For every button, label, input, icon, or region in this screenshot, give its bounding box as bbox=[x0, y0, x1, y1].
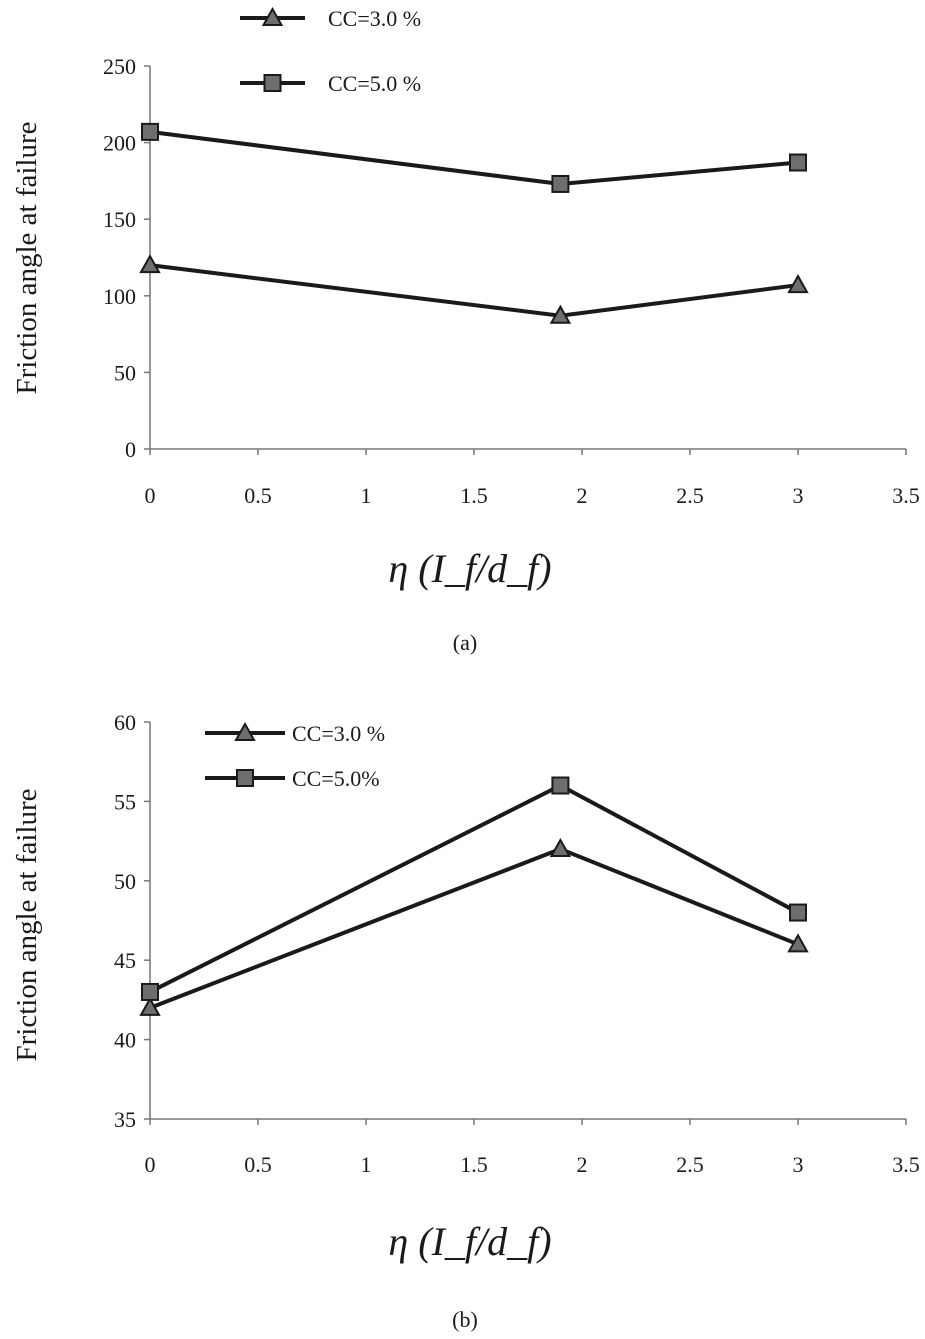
legend-item: CC=5.0% bbox=[205, 766, 380, 791]
data-point bbox=[549, 838, 572, 858]
x-tick-label: 3 bbox=[793, 483, 804, 508]
chart-b: 35 40 45 50 55 60 0 0.5 1 1.5 2 2.5 3 3.5 Friction ang… bbox=[11, 710, 920, 1332]
legend-marker bbox=[261, 6, 284, 26]
series-line bbox=[149, 263, 799, 318]
y-tick-label: 50 bbox=[114, 869, 136, 894]
legend-label: CC=5.0% bbox=[292, 766, 380, 791]
y-tick-label: 250 bbox=[103, 54, 136, 79]
x-tick-label: 1 bbox=[361, 483, 372, 508]
x-tick-label: 3.5 bbox=[892, 483, 920, 508]
chart-a: 0 50 100 150 200 250 0 0.5 1 1.5 2 2.5 3 3.5 Friction … bbox=[11, 6, 920, 655]
x-axis-title: η (I_f/d_f) bbox=[388, 546, 551, 591]
y-tick-label: 35 bbox=[114, 1107, 136, 1132]
figure-caption: (a) bbox=[453, 630, 477, 655]
x-tick-label: 0.5 bbox=[244, 483, 272, 508]
y-tick-label: 100 bbox=[103, 284, 136, 309]
figure-caption: (b) bbox=[452, 1307, 478, 1332]
series-cc-5 bbox=[141, 776, 807, 1001]
y-tick-label: 45 bbox=[114, 948, 136, 973]
y-axis-title: Friction angle at failure bbox=[11, 789, 43, 1062]
legend-marker bbox=[236, 769, 254, 787]
x-tick-label: 3 bbox=[793, 1152, 804, 1177]
data-point bbox=[787, 274, 809, 294]
x-tick-label: 1 bbox=[361, 1152, 372, 1177]
data-point bbox=[787, 933, 809, 953]
y-tick-label: 50 bbox=[114, 360, 136, 385]
data-point bbox=[139, 996, 161, 1016]
legend-marker bbox=[234, 721, 256, 741]
legend-label: CC=5.0 % bbox=[328, 71, 421, 96]
series-cc-3 bbox=[139, 838, 809, 1016]
legend-item: CC=5.0 % bbox=[240, 71, 421, 96]
x-tick-label: 2.5 bbox=[676, 1152, 704, 1177]
y-axis-title: Friction angle at failure bbox=[11, 122, 43, 395]
legend-item: CC=3.0 % bbox=[240, 6, 421, 31]
x-tick-label: 0.5 bbox=[244, 1152, 272, 1177]
data-point bbox=[789, 903, 807, 922]
y-tick-label: 40 bbox=[114, 1028, 136, 1053]
y-tick-label: 150 bbox=[103, 207, 136, 232]
data-point bbox=[141, 982, 159, 1001]
series-line bbox=[149, 846, 799, 1010]
legend-label: CC=3.0 % bbox=[328, 6, 421, 31]
x-tick-label: 1.5 bbox=[460, 1152, 488, 1177]
y-tick-label: 0 bbox=[125, 437, 136, 462]
legend-label: CC=3.0 % bbox=[292, 721, 385, 746]
legend-item: CC=3.0 % bbox=[205, 721, 385, 746]
x-tick-label: 3.5 bbox=[892, 1152, 920, 1177]
y-tick-label: 200 bbox=[103, 131, 136, 156]
data-point bbox=[141, 122, 159, 141]
x-tick-label: 2 bbox=[577, 483, 588, 508]
data-point bbox=[551, 776, 570, 795]
data-point bbox=[789, 153, 807, 172]
x-axis-title: η (I_f/d_f) bbox=[388, 1219, 551, 1264]
x-tick-label: 2 bbox=[577, 1152, 588, 1177]
x-tick-label: 0 bbox=[145, 483, 156, 508]
y-tick-label: 55 bbox=[114, 789, 136, 814]
legend-marker bbox=[263, 74, 282, 92]
data-point bbox=[139, 254, 161, 274]
x-tick-label: 0 bbox=[145, 1152, 156, 1177]
data-point bbox=[551, 174, 570, 193]
data-point bbox=[549, 304, 572, 324]
series-cc-3 bbox=[139, 254, 809, 324]
x-tick-label: 2.5 bbox=[676, 483, 704, 508]
x-tick-label: 1.5 bbox=[460, 483, 488, 508]
series-cc-5 bbox=[141, 122, 807, 193]
y-tick-label: 60 bbox=[114, 710, 136, 735]
series-line bbox=[149, 129, 799, 186]
series-line bbox=[149, 783, 799, 994]
